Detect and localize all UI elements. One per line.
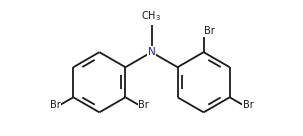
Text: CH$_3$: CH$_3$ — [142, 9, 161, 23]
Text: Br: Br — [204, 26, 214, 35]
Text: Br: Br — [243, 100, 253, 110]
Text: N: N — [148, 47, 155, 57]
Text: Br: Br — [138, 100, 149, 110]
Text: Br: Br — [50, 100, 60, 110]
